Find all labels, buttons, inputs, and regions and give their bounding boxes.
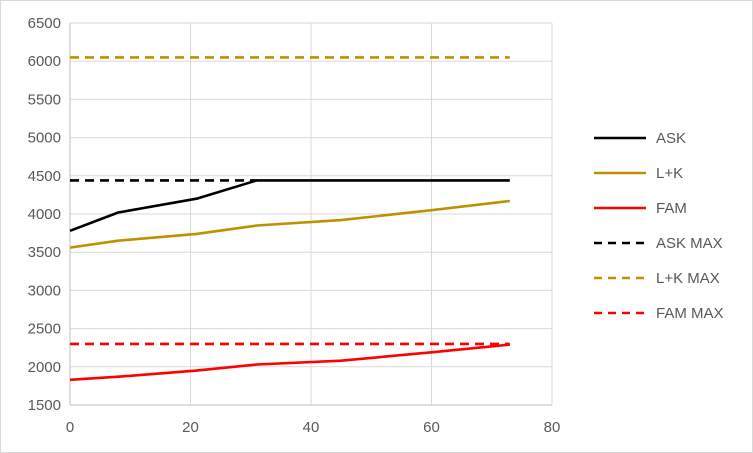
tick-labels: 1500 2000 2500 3000 3500 4000 4500 5000 5500 6000… xyxy=(28,15,561,436)
y-tick-label: 5500 xyxy=(28,91,61,108)
x-tick-label: 60 xyxy=(423,419,440,436)
series-lines xyxy=(69,56,510,382)
series-line-l-k xyxy=(69,199,510,249)
y-tick-label: 6000 xyxy=(28,53,61,70)
legend-label: L+K MAX xyxy=(656,270,720,287)
legend-item-l-k-max: L+K MAX xyxy=(594,270,720,287)
legend-item-ask-max: ASK MAX xyxy=(594,235,723,252)
y-tick-label: 3000 xyxy=(28,282,61,299)
x-tick-label: 0 xyxy=(66,419,74,436)
y-tick-label: 3500 xyxy=(28,244,61,261)
series-line-fam xyxy=(69,343,510,382)
x-tick-label: 40 xyxy=(303,419,320,436)
legend: ASK L+K FAM ASK MAX L+K MAX FAM MAX xyxy=(594,130,724,322)
legend-label: FAM MAX xyxy=(656,305,724,322)
y-tick-label: 4500 xyxy=(28,168,61,185)
legend-label: FAM xyxy=(656,200,687,217)
y-tick-label: 1500 xyxy=(28,397,61,414)
legend-label: ASK MAX xyxy=(656,235,723,252)
legend-item-ask: ASK xyxy=(594,130,686,147)
y-tick-label: 2000 xyxy=(28,359,61,376)
y-tick-label: 4000 xyxy=(28,206,61,223)
y-tick-label: 5000 xyxy=(28,130,61,147)
axes xyxy=(69,23,552,406)
series-line-ask xyxy=(69,179,510,233)
legend-item-fam-max: FAM MAX xyxy=(594,305,724,322)
x-tick-label: 20 xyxy=(182,419,199,436)
legend-label: ASK xyxy=(656,130,686,147)
y-tick-label: 2500 xyxy=(28,321,61,338)
legend-label: L+K xyxy=(656,165,683,182)
y-tick-label: 6500 xyxy=(28,15,61,32)
legend-item-fam: FAM xyxy=(594,200,687,217)
x-tick-label: 80 xyxy=(544,419,561,436)
legend-item-l-k: L+K xyxy=(594,165,683,182)
